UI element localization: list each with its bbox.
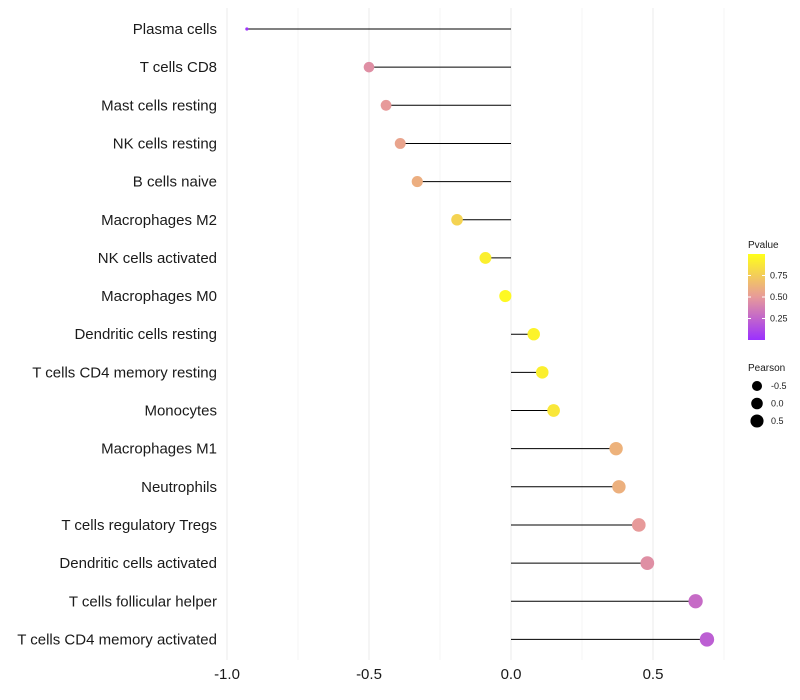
lollipop-dot [451, 213, 463, 226]
pearson-legend-title: Pearson [748, 363, 785, 374]
category-label: NK cells resting [113, 135, 217, 152]
lollipop-dot [245, 27, 249, 31]
category-label: Neutrophils [141, 479, 217, 496]
colorbar-tick-label: 0.75 [770, 271, 788, 281]
category-label: T cells CD4 memory resting [32, 364, 217, 381]
stems-layer [246, 28, 707, 640]
pvalue-legend-title: Pvalue [748, 240, 779, 251]
category-label: NK cells activated [98, 250, 217, 267]
lollipop-dot [479, 251, 492, 264]
colorbar-tick-label: 0.50 [770, 292, 788, 302]
size-legend-dot [751, 380, 763, 392]
category-label: Dendritic cells resting [74, 326, 217, 343]
size-legend-label: -0.5 [771, 381, 787, 391]
lollipop-dot [547, 404, 560, 417]
lollipop-dot [640, 556, 655, 570]
x-tick-label: 0.0 [501, 666, 522, 683]
lollipop-dot [631, 518, 646, 532]
category-label: T cells CD8 [140, 59, 217, 76]
lollipop-dot [363, 61, 375, 73]
lollipop-dot [380, 99, 392, 111]
lollipop-dot [535, 366, 549, 379]
lollipop-dot [688, 594, 703, 609]
lollipop-dot [411, 176, 423, 188]
pearson-legend: Pearson -0.5 0.0 0.5 [748, 363, 787, 428]
size-legend-label: 0.5 [771, 416, 784, 426]
pvalue-colorbar [748, 254, 765, 340]
lollipop-dot [499, 289, 512, 303]
dots-layer [245, 27, 715, 647]
x-axis-tick-labels: -1.0 -0.5 0.0 0.5 [214, 666, 663, 683]
x-tick-label: -0.5 [356, 666, 382, 683]
category-label: B cells naive [133, 174, 217, 191]
lollipop-dot [527, 327, 540, 341]
colorbar-tick-label: 0.25 [770, 314, 788, 324]
category-label: Monocytes [144, 403, 217, 420]
category-label: Macrophages M0 [101, 288, 217, 305]
lollipop-dot [612, 480, 626, 494]
category-label: Macrophages M2 [101, 212, 217, 229]
category-label: Plasma cells [133, 21, 217, 38]
size-legend-label: 0.0 [771, 399, 784, 409]
category-label: Macrophages M1 [101, 441, 217, 458]
category-label: T cells CD4 memory activated [17, 631, 217, 648]
size-legend-dot [751, 397, 763, 410]
lollipop-dot [394, 137, 406, 149]
category-label: Mast cells resting [101, 97, 217, 114]
category-label: T cells regulatory Tregs [61, 517, 217, 534]
x-tick-label: -1.0 [214, 666, 240, 683]
x-tick-label: 0.5 [643, 666, 664, 683]
category-labels: Plasma cells T cells CD8 Mast cells restin… [17, 21, 217, 648]
lollipop-dot [699, 632, 715, 647]
lollipop-dot [609, 441, 623, 456]
category-label: T cells follicular helper [69, 593, 217, 610]
size-legend-dot [750, 414, 764, 428]
pvalue-legend: Pvalue 0.25 0.50 0.75 [748, 240, 788, 340]
category-label: Dendritic cells activated [59, 555, 217, 572]
